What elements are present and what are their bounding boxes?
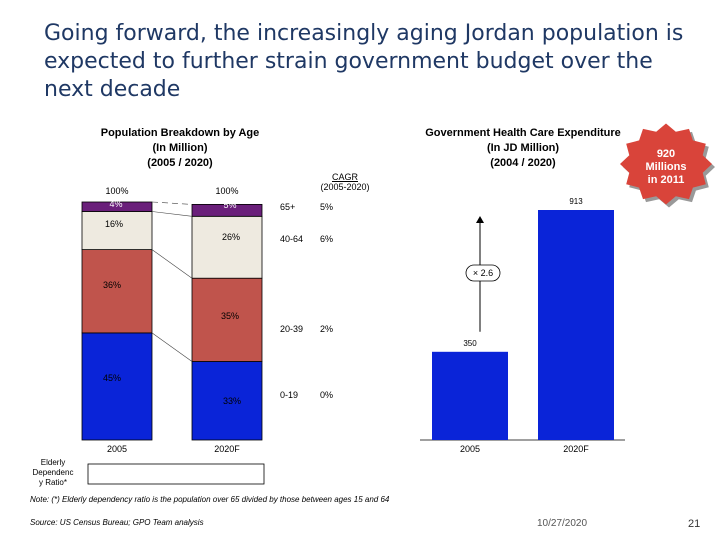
source-note: Source: US Census Bureau; GPO Team analy… (30, 518, 204, 527)
data-label-65+: 5% (223, 200, 236, 210)
category-label: 2005 (460, 444, 480, 454)
population-chart-title-line: (2005 / 2020) (147, 157, 213, 169)
expenditure-chart-title-line: Government Health Care Expenditure (425, 127, 621, 139)
expenditure-value-label: 350 (463, 339, 477, 348)
bar-segment-65+ (191, 203, 263, 217)
connector-line (151, 201, 193, 205)
cagr-value: 0% (320, 390, 333, 400)
total-label: 100% (215, 186, 238, 196)
total-label: 100% (105, 186, 128, 196)
expenditure-bar (432, 351, 508, 440)
callout-burst-shape (620, 123, 712, 205)
data-label-0-19: 45% (103, 373, 121, 383)
dependency-ratio-label-line: Dependenc (32, 468, 74, 477)
population-chart-title-line: Population Breakdown by Age (100, 127, 260, 139)
data-label-65+: 4% (109, 199, 122, 209)
bar-segment-40-64 (191, 215, 263, 279)
population-chart-title: Population Breakdown by Age (In Million)… (80, 126, 280, 171)
dependency-ratio-label-line: y Ratio* (38, 478, 67, 487)
bar-segment-0-19 (81, 332, 153, 441)
growth-arrow-head (476, 216, 484, 223)
category-label: 2020F (563, 444, 589, 454)
growth-badge (465, 264, 501, 282)
bar-segment-20-39 (81, 249, 153, 334)
cagr-value: 5% (320, 202, 333, 212)
cagr-value: 2% (320, 324, 333, 334)
footnote: Note: (*) Elderly dependency ratio is th… (30, 495, 390, 504)
expenditure-value-label: 913 (569, 197, 583, 206)
cagr-value: 6% (320, 234, 333, 244)
expenditure-chart-title-line: (2004 / 2020) (490, 157, 556, 169)
data-label-0-19: 33% (223, 396, 241, 406)
callout-burst (620, 123, 715, 208)
population-chart-title-line: (In Million) (152, 142, 208, 154)
expenditure-chart: 350 2005 913 2020F × 2.6 (420, 197, 625, 454)
category-label: 2020F (214, 444, 240, 454)
dependency-ratio-box (87, 463, 265, 485)
category-label: 2005 (107, 444, 127, 454)
callout-line: 920 (656, 148, 676, 160)
data-label-40-64: 16% (105, 219, 123, 229)
expenditure-bar (538, 210, 614, 440)
slide-date: 10/27/2020 (537, 518, 588, 529)
connector-line (151, 332, 193, 362)
callout-line: Millions (645, 161, 687, 173)
callout-text: 920 Millions in 2011 (640, 148, 692, 187)
slide-title: Going forward, the increasingly aging Jo… (44, 21, 684, 102)
bar-segment-65+ (81, 201, 153, 212)
expenditure-chart-title-line: (In JD Million) (486, 142, 560, 154)
connector-line (151, 249, 193, 279)
connector-line (151, 211, 193, 217)
dependency-ratio-label: Elderly Dependenc y Ratio* (30, 458, 76, 488)
population-chart: 45% 33% 36% 35% 16% 26% 4% 5% 100% 100% 2005 2020F 6… (81, 186, 333, 480)
age-group-label: 0-19 (280, 390, 298, 400)
age-group-label: 65+ (280, 202, 295, 212)
cagr-header-label: CAGR (331, 172, 358, 182)
cagr-header-range: (2005-2020) (320, 182, 370, 192)
age-group-label: 20-39 (280, 324, 303, 334)
age-group-label: 40-64 (280, 234, 303, 244)
dependency-ratio-label-line: Elderly (40, 458, 66, 467)
expenditure-chart-title: Government Health Care Expenditure (In J… (398, 126, 648, 171)
bar-segment-40-64 (81, 211, 153, 250)
dependency-ratio-row (87, 463, 265, 485)
callout-line: in 2011 (647, 174, 685, 186)
cagr-header: CAGR (2005-2020) (300, 172, 390, 192)
data-label-20-39: 35% (221, 311, 239, 321)
data-label-40-64: 26% (222, 232, 240, 242)
data-label-20-39: 36% (103, 280, 121, 290)
growth-badge-label: × 2.6 (473, 268, 493, 278)
page-number: 21 (688, 518, 701, 530)
